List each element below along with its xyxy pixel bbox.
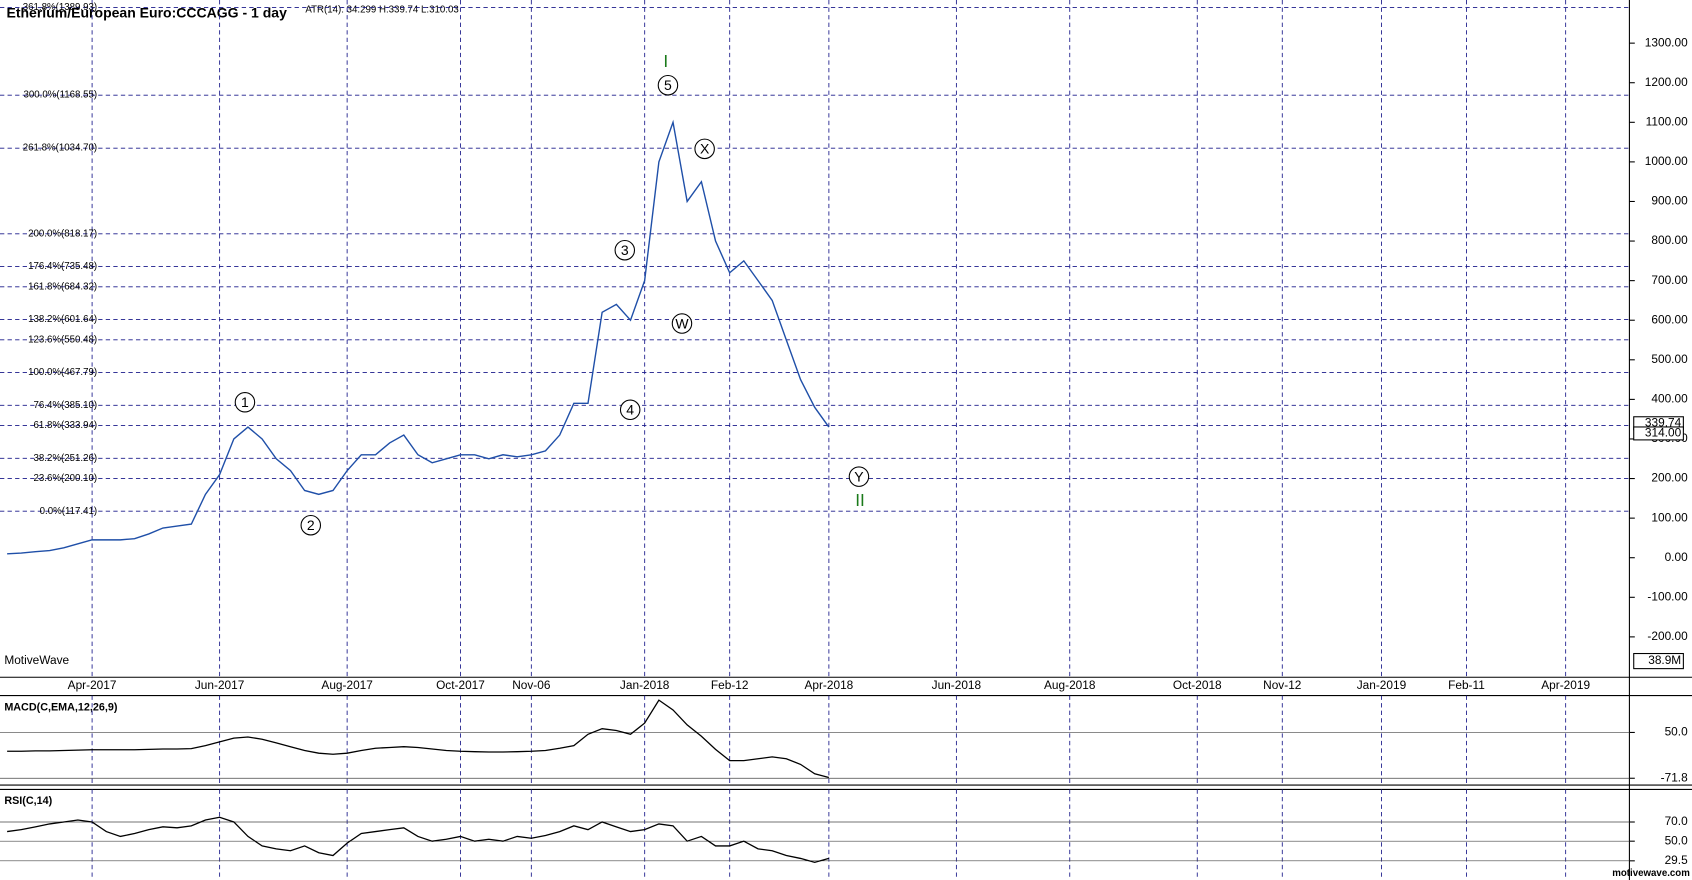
wave-label: I bbox=[663, 51, 668, 71]
rsi-title: RSI(C,14) bbox=[4, 795, 52, 807]
brand: MotiveWave bbox=[4, 653, 69, 667]
wave-circle bbox=[614, 239, 636, 261]
fib-label: 300.0%(1168.55) bbox=[23, 90, 97, 101]
wave-label: X bbox=[700, 141, 710, 157]
price-box bbox=[1633, 426, 1684, 441]
y-tick-label: 900.00 bbox=[1651, 194, 1688, 208]
wave-circle bbox=[619, 399, 641, 421]
macd-title: MACD(C,EMA,12,26,9) bbox=[4, 701, 118, 713]
y-tick-label: 600.00 bbox=[1651, 312, 1688, 326]
price-label: 314.00 bbox=[1645, 426, 1682, 440]
fib-label: 38.2%(251.26) bbox=[34, 453, 98, 464]
y-tick-label: 50.0 bbox=[1665, 833, 1688, 847]
fib-label: 361.8%(1389.93) bbox=[23, 2, 97, 13]
wave-circle bbox=[657, 74, 679, 96]
fib-label: 23.6%(200.10) bbox=[34, 473, 98, 484]
y-tick-label: 50.0 bbox=[1665, 725, 1688, 739]
price-label: 339.74 bbox=[1645, 415, 1682, 429]
y-tick-label: 700.00 bbox=[1651, 273, 1688, 287]
x-tick-label: Aug-2017 bbox=[321, 678, 372, 692]
y-tick-label: 500.00 bbox=[1651, 352, 1688, 366]
x-tick-label: Oct-2018 bbox=[1173, 678, 1222, 692]
fib-label: 261.8%(1034.70) bbox=[23, 143, 97, 154]
y-tick-label: -100.00 bbox=[1647, 589, 1688, 603]
y-tick-label: -200.00 bbox=[1647, 629, 1688, 643]
site: motivewave.com bbox=[1612, 868, 1690, 879]
y-tick-label: 29.5 bbox=[1665, 853, 1688, 867]
wave-label: 2 bbox=[307, 517, 315, 533]
wave-circle bbox=[234, 392, 256, 413]
y-tick-label: 0.00 bbox=[1665, 550, 1688, 564]
fib-label: 0.0%(117.41) bbox=[40, 506, 97, 517]
fib-label: 61.8%(333.94) bbox=[34, 420, 98, 431]
x-tick-label: Jan-2018 bbox=[620, 678, 670, 692]
x-tick-label: Feb-11 bbox=[1448, 678, 1485, 692]
y-tick-label: 1000.00 bbox=[1645, 154, 1688, 168]
x-tick-label: Feb-12 bbox=[711, 678, 749, 692]
volume-box bbox=[1633, 652, 1684, 670]
y-tick-label: 1300.00 bbox=[1645, 35, 1688, 49]
x-tick-label: Jun-2017 bbox=[195, 678, 244, 692]
fib-label: 100.0%(467.79) bbox=[28, 367, 97, 378]
x-tick-label: Apr-2018 bbox=[804, 678, 853, 692]
wave-label: Y bbox=[854, 468, 864, 484]
x-tick-label: Apr-2017 bbox=[68, 678, 117, 692]
fib-label: 200.0%(818.17) bbox=[28, 228, 97, 239]
fib-label: 138.2%(601.64) bbox=[28, 314, 97, 325]
x-tick-label: Nov-12 bbox=[1263, 678, 1301, 692]
volume-label: 38.9M bbox=[1648, 653, 1681, 667]
fib-label: 161.8%(684.32) bbox=[28, 281, 97, 292]
data-line bbox=[7, 119, 830, 555]
wave-circle bbox=[848, 466, 870, 487]
x-tick-label: Apr-2019 bbox=[1541, 678, 1590, 692]
wave-circle bbox=[694, 138, 715, 160]
fib-label: 123.6%(550.48) bbox=[28, 334, 97, 345]
y-tick-label: -71.8 bbox=[1661, 770, 1688, 784]
wave-label: W bbox=[675, 315, 689, 331]
y-tick-label: 1100.00 bbox=[1646, 114, 1688, 128]
fib-label: 76.4%(385.10) bbox=[34, 400, 98, 411]
x-tick-label: Aug-2018 bbox=[1044, 678, 1096, 692]
x-tick-label: Nov-06 bbox=[512, 678, 551, 692]
x-tick-label: Jun-2018 bbox=[932, 678, 982, 692]
wave-label: 3 bbox=[621, 242, 629, 258]
x-tick-label: Jan-2019 bbox=[1357, 678, 1407, 692]
y-tick-label: 400.00 bbox=[1651, 392, 1688, 406]
chart-title: Etherium/European Euro:CCCAGG - 1 day bbox=[6, 5, 287, 21]
y-tick-label: 70.0 bbox=[1665, 814, 1688, 828]
y-tick-label: 100.00 bbox=[1651, 510, 1688, 524]
wave-circle bbox=[300, 514, 322, 536]
wave-label: 1 bbox=[241, 394, 249, 410]
x-tick-label: Oct-2017 bbox=[436, 678, 485, 692]
data-line bbox=[7, 816, 830, 863]
wave-label: 5 bbox=[664, 77, 672, 93]
y-tick-label: 200.00 bbox=[1651, 471, 1688, 485]
wave-label: 4 bbox=[626, 402, 634, 418]
wave-circle bbox=[671, 313, 693, 334]
data-line bbox=[7, 699, 830, 779]
fib-label: 176.4%(735.48) bbox=[28, 261, 97, 272]
y-tick-label: 1200.00 bbox=[1645, 75, 1688, 89]
y-tick-label: 800.00 bbox=[1651, 233, 1688, 247]
atr-label: ATR(14): 34.299 H:339.74 L:310.03 bbox=[305, 4, 458, 15]
wave-label: II bbox=[855, 490, 865, 510]
